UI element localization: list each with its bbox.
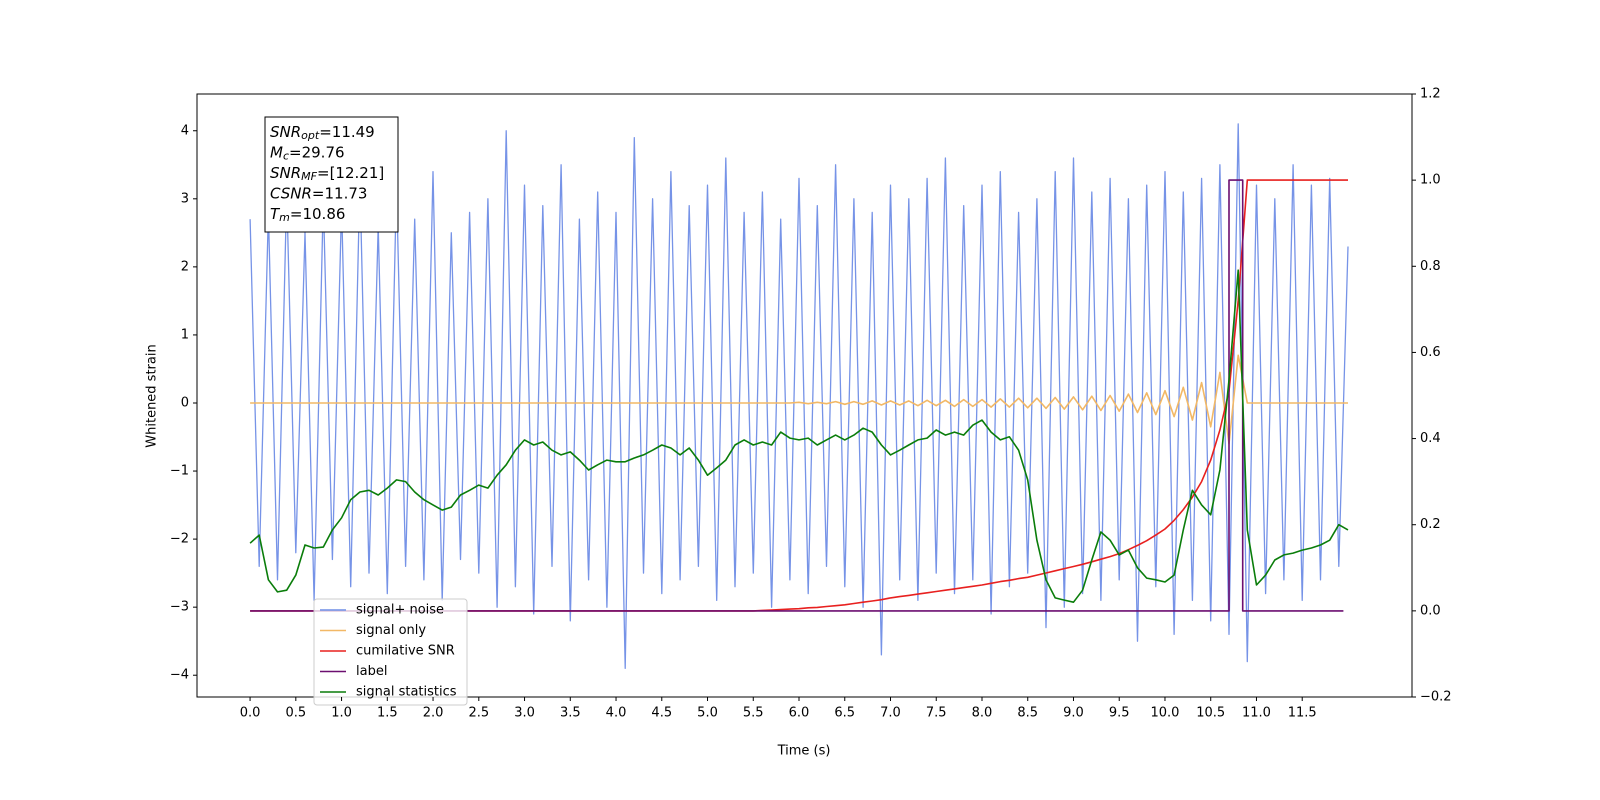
x-tick-label: 4.0 xyxy=(606,706,627,721)
y-tick-label: −2 xyxy=(170,532,189,547)
y-tick-label: 3 xyxy=(181,191,189,206)
annotation-line: SNRMF=[12.21] xyxy=(270,164,384,184)
legend-label: signal statistics xyxy=(356,685,457,700)
x-tick-label: 7.0 xyxy=(880,706,901,721)
annotation-value: =10.86 xyxy=(290,205,346,223)
y-tick-label: 4 xyxy=(181,123,189,138)
x-tick-label: 7.5 xyxy=(926,706,947,721)
annotation-value: =[12.21] xyxy=(317,164,384,182)
y2-tick-label: 0.2 xyxy=(1420,517,1441,532)
annotation-subscript: c xyxy=(283,150,289,163)
annotation-line: SNRopt=11.49 xyxy=(270,123,375,143)
x-tick-label: 5.0 xyxy=(697,706,718,721)
annotation-symbol: CSNR xyxy=(270,184,312,202)
x-tick-label: 11.0 xyxy=(1242,706,1271,721)
y2-tick-label: 0.4 xyxy=(1420,431,1441,446)
x-tick-label: 10.5 xyxy=(1196,706,1225,721)
annotation-subscript: m xyxy=(279,211,290,224)
annotation-value: =11.73 xyxy=(312,184,368,202)
axes-frame xyxy=(196,93,1413,698)
y2-tick-label: 1.0 xyxy=(1420,173,1441,188)
annotation-line: CSNR=11.73 xyxy=(270,184,367,202)
x-tick-label: 0.0 xyxy=(240,706,261,721)
series-line xyxy=(250,354,1348,445)
x-tick-label: 8.5 xyxy=(1017,706,1038,721)
annotation-value: =11.49 xyxy=(319,123,375,141)
annotation-subscript: opt xyxy=(301,129,320,142)
legend-label: signal+ noise xyxy=(356,603,444,618)
annotation-subscript: MF xyxy=(301,170,317,183)
y-tick-label: 1 xyxy=(181,327,189,342)
x-tick-label: 1.0 xyxy=(331,706,352,721)
y-tick-label: −3 xyxy=(170,600,189,615)
annotation-symbol: T xyxy=(270,205,281,223)
x-axis-label: Time (s) xyxy=(777,744,831,759)
x-tick-label: 9.0 xyxy=(1063,706,1084,721)
annotation-box xyxy=(264,116,399,233)
y-tick-label: 0 xyxy=(181,395,189,410)
legend-label: label xyxy=(356,664,387,679)
annotation-symbol: SNR xyxy=(270,164,301,182)
series-line xyxy=(249,269,1349,604)
x-tick-label: 11.5 xyxy=(1288,706,1317,721)
y2-tick-label: 1.2 xyxy=(1420,87,1441,102)
y2-tick-label: −0.2 xyxy=(1420,690,1452,705)
y-axis-label: Whitened strain xyxy=(145,344,160,447)
y-tick-label: 2 xyxy=(181,259,189,274)
annotation-symbol: SNR xyxy=(270,123,301,141)
x-tick-label: 3.0 xyxy=(514,706,535,721)
x-tick-label: 9.5 xyxy=(1109,706,1130,721)
x-tick-label: 8.0 xyxy=(972,706,993,721)
annotation-value: =29.76 xyxy=(289,143,345,161)
legend-box xyxy=(313,598,468,706)
annotation-line: Tm=10.86 xyxy=(270,205,345,225)
y2-tick-label: 0.8 xyxy=(1420,259,1441,274)
y-tick-label: −4 xyxy=(170,668,189,683)
x-tick-label: 6.5 xyxy=(834,706,855,721)
y2-tick-label: 0.6 xyxy=(1420,345,1441,360)
legend-label: signal only xyxy=(356,623,426,638)
x-tick-label: 4.5 xyxy=(651,706,672,721)
x-tick-label: 10.0 xyxy=(1150,706,1179,721)
x-tick-label: 6.0 xyxy=(789,706,810,721)
x-tick-label: 0.5 xyxy=(285,706,306,721)
x-tick-label: 1.5 xyxy=(377,706,398,721)
series-line xyxy=(249,123,1349,670)
y2-tick-label: 0.0 xyxy=(1420,603,1441,618)
annotation-line: Mc=29.76 xyxy=(270,143,345,163)
annotation-symbol: M xyxy=(270,143,283,161)
x-tick-label: 5.5 xyxy=(743,706,764,721)
x-tick-label: 2.5 xyxy=(468,706,489,721)
x-tick-label: 3.5 xyxy=(560,706,581,721)
series-line xyxy=(250,179,1344,612)
y-tick-label: −1 xyxy=(170,464,189,479)
plot-area xyxy=(197,94,1412,697)
x-tick-label: 2.0 xyxy=(423,706,444,721)
legend-label: cumilative SNR xyxy=(356,644,455,659)
